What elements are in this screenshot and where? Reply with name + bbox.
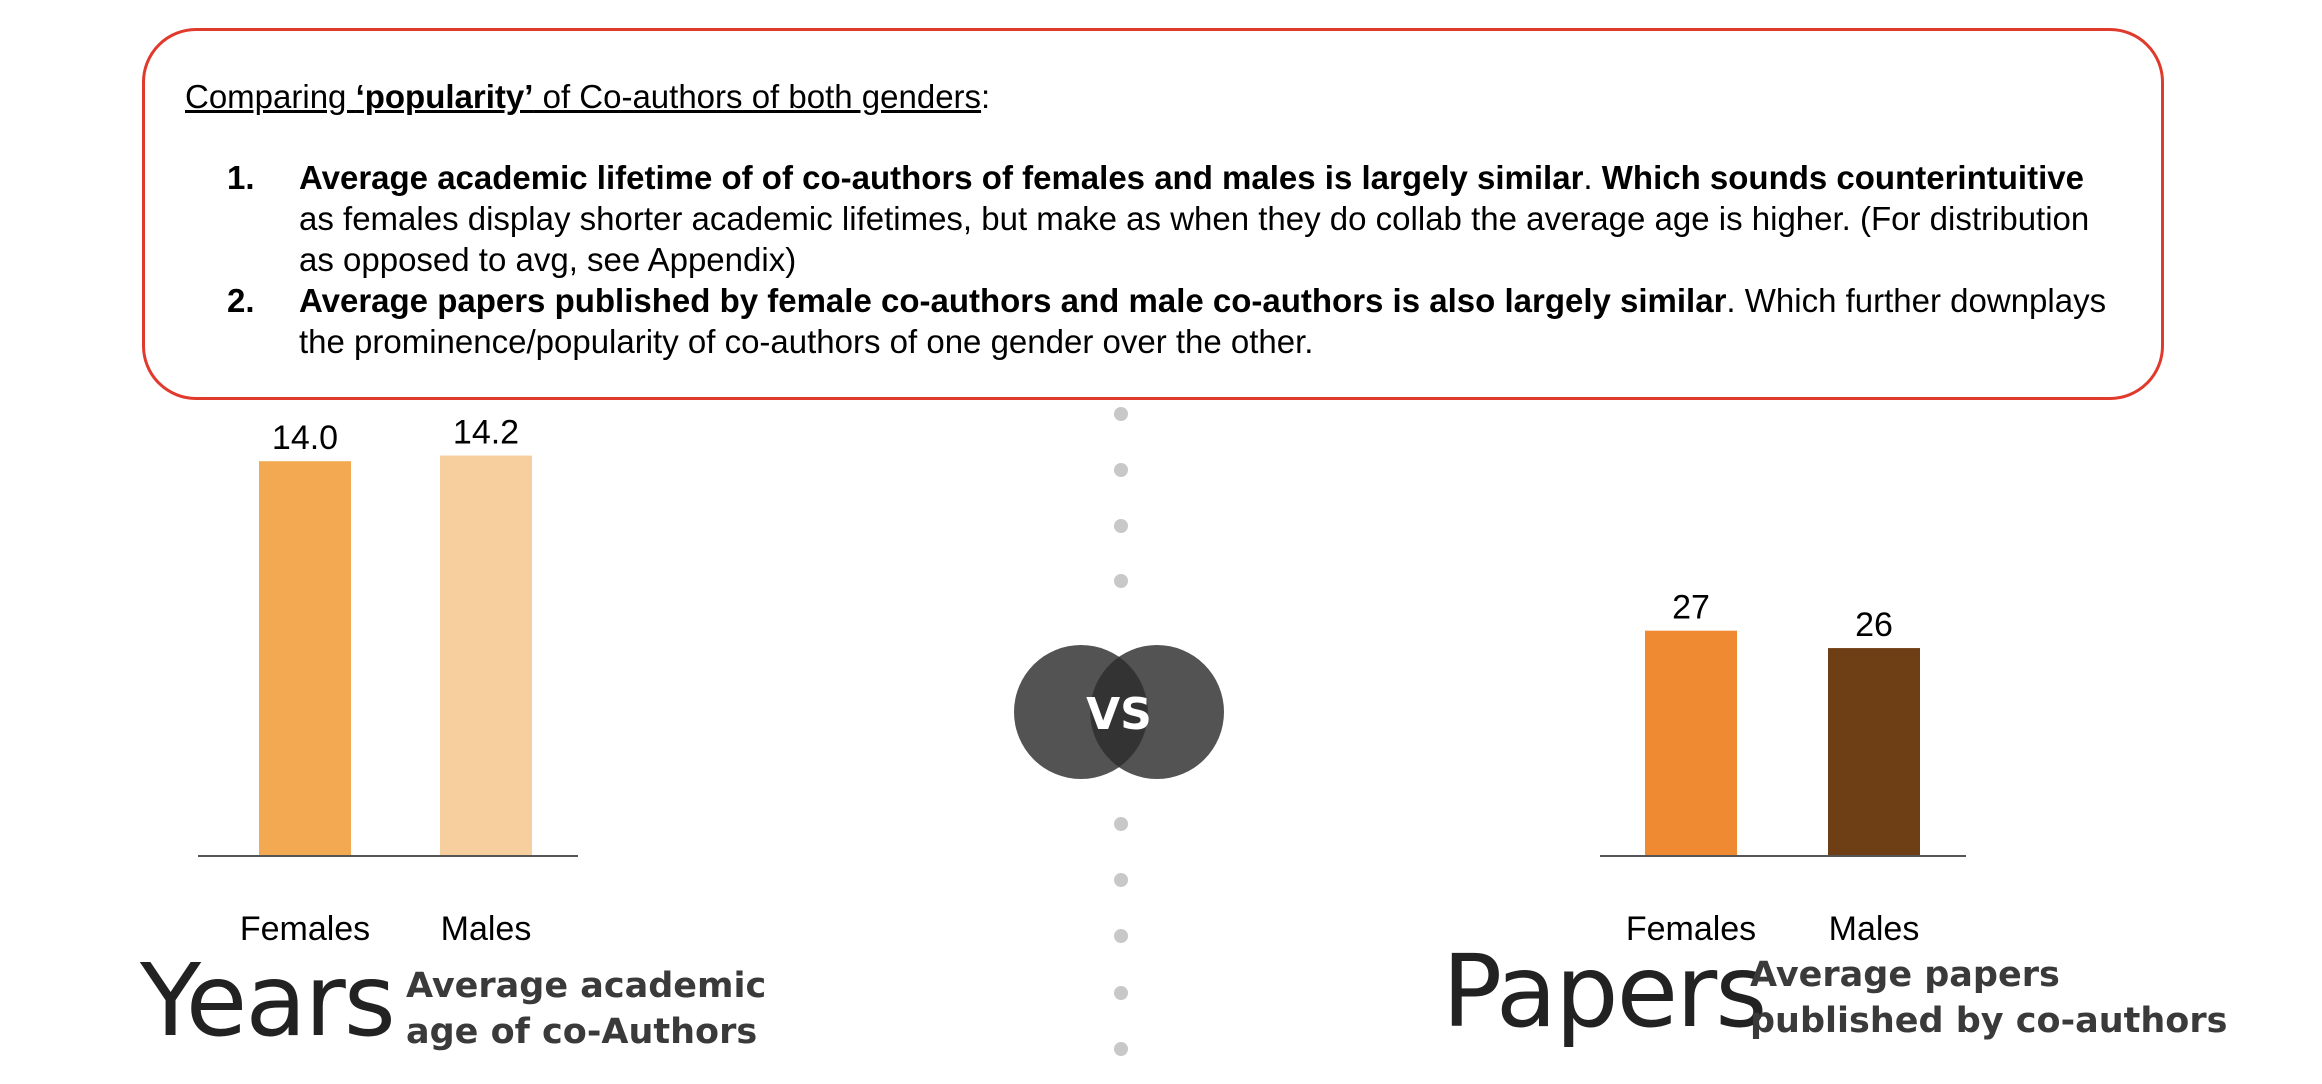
years-caption: Average academic age of co-Authors	[406, 963, 766, 1055]
vs-label: VS	[1086, 689, 1152, 740]
bar-males	[1828, 648, 1920, 856]
divider-dot	[1114, 463, 1128, 477]
summary-heading-rest: of Co-authors of both genders	[533, 78, 982, 115]
divider-dot	[1114, 986, 1128, 1000]
summary-point-1: 1. Average academic lifetime of of co-aut…	[185, 157, 2115, 280]
bar-females	[1645, 630, 1737, 856]
point-number: 2.	[227, 282, 255, 319]
bar-females	[259, 461, 351, 856]
summary-heading: Comparing ‘popularity’ of Co-authors of …	[185, 77, 990, 117]
point-bold: Which sounds counterintuitive	[1601, 159, 2084, 196]
data-label: 14.2	[453, 414, 519, 452]
vs-badge	[1014, 645, 1224, 779]
vs-overlap	[1090, 657, 1148, 767]
papers-caption-line2: published by co-authors	[1750, 1001, 2228, 1041]
data-label: 14.0	[272, 419, 338, 457]
divider-dots	[1114, 407, 1128, 1056]
data-label: 26	[1855, 606, 1893, 644]
summary-box: Comparing ‘popularity’ of Co-authors of …	[142, 28, 2164, 400]
papers-chart: 27 Females 26 Males	[1600, 589, 1966, 948]
point-number: 1.	[227, 159, 255, 196]
summary-list: 1. Average academic lifetime of of co-aut…	[185, 157, 2115, 362]
point-text: as females display shorter academic life…	[299, 200, 2090, 278]
divider-dot	[1114, 574, 1128, 588]
divider-dot	[1114, 929, 1128, 943]
divider-dot	[1114, 407, 1128, 421]
category-label: Males	[441, 910, 532, 948]
bar-males	[440, 455, 532, 856]
summary-point-2: 2. Average papers published by female co-…	[185, 280, 2115, 362]
divider-dot	[1114, 1042, 1128, 1056]
category-label: Males	[1829, 910, 1920, 948]
category-label: Females	[1626, 910, 1756, 948]
years-big-word: Years	[140, 942, 396, 1059]
summary-heading-bold: ‘popularity’	[355, 78, 534, 115]
papers-caption-line1: Average papers	[1750, 955, 2060, 995]
point-text: . Which further downplays the prominence…	[299, 282, 2107, 360]
divider-dot	[1114, 873, 1128, 887]
years-caption-line2: age of co-Authors	[406, 1012, 758, 1052]
point-text: .	[1583, 159, 1602, 196]
summary-heading-prefix: Comparing	[185, 78, 356, 115]
point-bold: Average papers published by female co-au…	[299, 282, 1727, 319]
summary-heading-colon: :	[981, 78, 991, 115]
data-label: 27	[1672, 589, 1710, 627]
divider-dot	[1114, 519, 1128, 533]
point-bold: Average academic lifetime of of co-autho…	[299, 159, 1584, 196]
years-chart: 14.0 Females 14.2 Males	[198, 414, 578, 948]
years-caption-line1: Average academic	[406, 966, 767, 1006]
papers-big-word: Papers	[1442, 933, 1767, 1050]
category-label: Females	[240, 910, 370, 948]
divider-dot	[1114, 817, 1128, 831]
papers-caption: Average papers published by co-authors	[1750, 952, 2227, 1044]
